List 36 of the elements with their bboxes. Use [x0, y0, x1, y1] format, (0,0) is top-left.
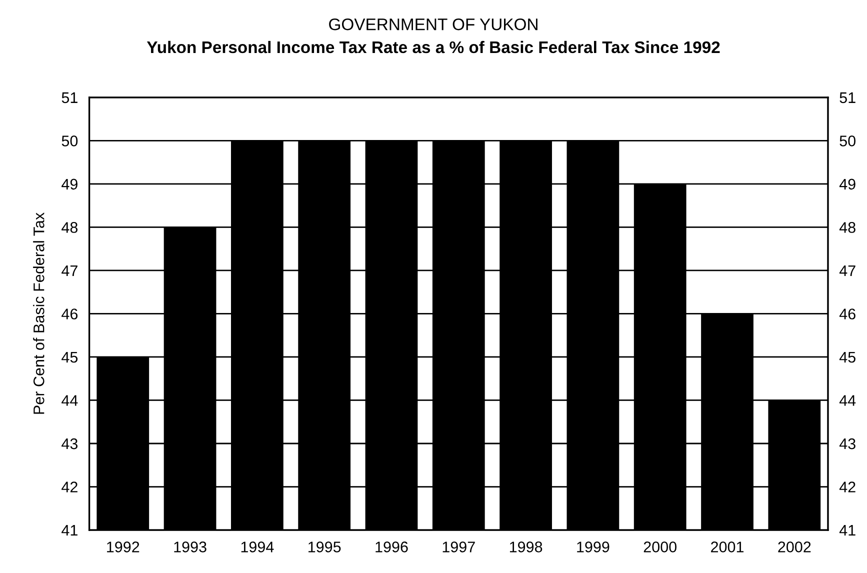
y2-tick-label: 51: [840, 92, 856, 104]
x-tick-label: 1996: [376, 542, 408, 552]
y-tick-label: 44: [62, 395, 78, 406]
x-tick-label: 1995: [308, 542, 341, 552]
y-tick-label: 41: [62, 525, 78, 536]
x-tick-label: 2000: [644, 542, 676, 552]
x-tick-label: 2002: [778, 542, 811, 552]
y2-tick-label: 49: [839, 178, 856, 190]
y2-tick-label: 41: [839, 525, 856, 536]
y-tick-label: 43: [62, 438, 78, 450]
y2-tick-label: 42: [839, 482, 856, 492]
y-tick-label: 46: [62, 308, 78, 320]
chart-subtitle: Yukon Personal Income Tax Rate as a % of Basic Federal Tax Since 1992: [146, 40, 720, 54]
x-tick-label: 1992: [107, 542, 140, 552]
x-tick-label: 1994: [241, 542, 274, 552]
y-tick-label: 47: [62, 265, 78, 276]
y-tick-label: 48: [62, 222, 78, 233]
y2-tick-label: 45: [839, 352, 856, 363]
y-tick-label: 42: [62, 482, 78, 492]
chart-title: GOVERNMENT OF YUKON: [329, 18, 538, 30]
y2-tick-label: 43: [839, 438, 856, 450]
y-tick-label: 50: [62, 136, 78, 146]
y2-tick-label: 46: [839, 308, 856, 320]
y-tick-label: 51: [62, 92, 78, 104]
y2-tick-label: 47: [839, 265, 856, 276]
y-axis-title: Per Cent of Basic Federal Tax: [33, 212, 44, 414]
y2-tick-label: 44: [839, 395, 856, 406]
x-tick-label: 1998: [510, 542, 542, 552]
x-tick-label: 1993: [174, 542, 206, 552]
y-tick-label: 45: [62, 352, 78, 363]
x-tick-label: 1997: [442, 542, 475, 552]
y2-tick-label: 50: [840, 136, 856, 146]
y-tick-label: 49: [62, 178, 78, 190]
y2-tick-label: 48: [839, 222, 856, 233]
x-tick-label: 2001: [711, 542, 744, 552]
x-tick-label: 1999: [577, 542, 610, 552]
